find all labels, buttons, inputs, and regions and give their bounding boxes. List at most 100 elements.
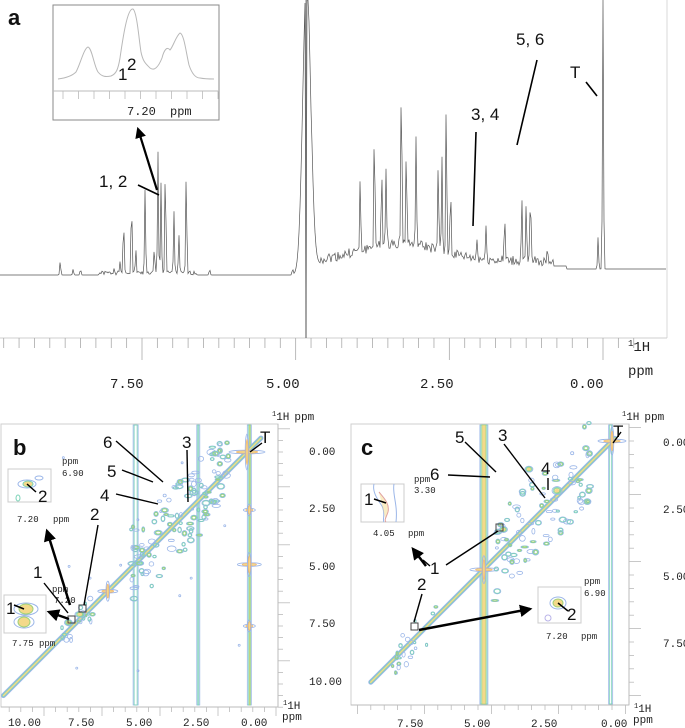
panel-a: a 11H ppm 7.50 5.00 2.50 0.00 1 2 7.20 p…: [0, 0, 668, 393]
panel-c-inset-label-2: 2: [567, 605, 576, 624]
panel-a-tick-750: 7.50: [110, 377, 144, 393]
panel-c-annotation-1: 1: [430, 559, 439, 578]
panel-c-annotation-2: 2: [417, 575, 426, 594]
annotation-T: T: [570, 63, 580, 82]
panel-a-axis-unit-ppm: ppm: [628, 364, 653, 380]
panel-c-xtick-250: 2.50: [531, 719, 557, 728]
panel-b-ytick-000: 0.00: [309, 447, 335, 459]
panel-a-tick-250: 2.50: [420, 377, 454, 393]
inset-label-2: 2: [127, 55, 136, 74]
panel-a-axis-unit-1h: 11H: [628, 339, 650, 356]
panel-b-inset-2: 2 ppm 6.90 7.20 ppm: [7, 457, 84, 525]
panel-c-ytick-250: 2.50: [663, 505, 685, 517]
inset-label-1: 1: [118, 65, 127, 84]
panel-c-ytick-000: 0.00: [663, 438, 685, 450]
panel-b-inset-2-yunit: ppm: [62, 457, 78, 467]
panel-c-ytick-500: 5.00: [663, 572, 685, 584]
inset-tick-720: 7.20: [127, 105, 156, 119]
panel-c: c 11H ppm 11H ppm 7.50 5.00 2.50 0.00 0.0…: [350, 411, 685, 728]
panel-b-xtick-750: 7.50: [68, 718, 94, 728]
panel-b-inset-2-xtick: 7.20: [17, 515, 39, 525]
panel-c-ytick-750: 7.50: [663, 639, 685, 651]
panel-c-inset-2-xtick: 7.20: [546, 632, 568, 642]
panel-b-xtick-1000: 10.00: [8, 718, 41, 728]
panel-b-ytick-500: 5.00: [309, 562, 335, 574]
panel-b-arrow-inset-2: [43, 528, 72, 606]
annotation-1-2-leader: [137, 184, 160, 196]
annotation-3-4-leader: [472, 131, 477, 227]
panel-b-annotation-1: 1: [33, 563, 42, 582]
panel-c-annotation-3: 3: [498, 426, 507, 445]
panel-c-xtick-500: 5.00: [464, 719, 490, 728]
panel-a-label: a: [8, 5, 21, 30]
panel-b-annotation-2: 2: [90, 505, 99, 524]
panel-b-ytick-1000: 10.00: [309, 677, 342, 689]
panel-c-label: c: [361, 435, 373, 460]
panel-b-ytick-750: 7.50: [309, 619, 335, 631]
panel-c-box-1: [495, 523, 504, 532]
panel-c-x-unit-ppm: ppm: [633, 715, 653, 727]
panel-c-xtick-750: 7.50: [397, 719, 423, 728]
panel-c-inset-1-yunit: ppm: [414, 475, 430, 485]
inset-spectrum-trace: [57, 8, 215, 80]
panel-c-arrow-inset-2: [418, 604, 533, 632]
annotation-5-6: 5, 6: [516, 30, 544, 49]
panel-c-inset-2: 2 ppm 6.90 7.20 ppm: [537, 577, 606, 642]
panel-c-arrow-inset-1: [411, 547, 427, 567]
panel-b-inset-1-ytick: 7.20: [54, 596, 76, 606]
panel-c-y-unit: 11H ppm: [622, 411, 665, 424]
panel-b-annotation-3: 3: [182, 433, 191, 452]
panel-b-inset-1-xtick: 7.75: [12, 639, 34, 649]
panel-b-contours: [0, 424, 266, 706]
panel-b-inset-label-1: 1: [6, 599, 15, 618]
panel-b-arrow-inset-1: [46, 609, 70, 622]
panel-c-inset-1-xunit: ppm: [408, 529, 424, 539]
panel-c-x-unit-1h: 11H: [634, 703, 651, 716]
annotation-T-leader: [585, 81, 598, 97]
panel-b: b 11H ppm 11H ppm 10.00 7.50 5.00 2.50 0.…: [0, 411, 342, 728]
panel-c-inset-2-xunit: ppm: [581, 632, 597, 642]
panel-b-ytick-250: 2.50: [309, 504, 335, 516]
panel-a-x-ticks: [3, 338, 635, 360]
panel-b-x-unit-ppm: ppm: [282, 712, 302, 724]
panel-b-axes: [1, 424, 290, 716]
panel-a-tick-500: 5.00: [266, 377, 300, 393]
panel-a-inset: 1 2 7.20 ppm: [52, 4, 220, 121]
panel-c-annotation-4: 4: [541, 459, 550, 478]
panel-b-inset-1-yunit: ppm: [52, 585, 68, 595]
panel-b-box-2: [78, 604, 87, 613]
panel-c-xtick-000: 0.00: [601, 719, 627, 728]
annotation-5-6-leader: [516, 59, 538, 146]
panel-b-inset-1-xunit: ppm: [39, 639, 55, 649]
panel-b-inset-2-xunit: ppm: [53, 515, 69, 525]
panel-c-inset-2-yunit: ppm: [584, 577, 600, 587]
panel-c-inset-2-ytick: 6.90: [584, 589, 606, 599]
panel-b-annotation-T: T: [260, 428, 270, 447]
annotation-1-2: 1, 2: [99, 172, 127, 191]
panel-b-x-unit-1h: 11H: [283, 700, 300, 713]
spectrum-1d-trace: [0, 0, 666, 339]
panel-b-xtick-500: 5.00: [126, 718, 152, 728]
panel-b-annotation-6: 6: [103, 433, 112, 452]
panel-b-label: b: [13, 435, 26, 460]
panel-b-inset-1: 1 ppm 7.20 7.75 ppm: [3, 585, 76, 649]
panel-c-contours: [368, 420, 627, 705]
panel-b-inset-label-2: 2: [38, 487, 47, 506]
panel-c-inset-label-1: 1: [364, 490, 373, 509]
inset-arrow: [135, 126, 159, 191]
panel-b-inset-2-ytick: 6.90: [62, 469, 84, 479]
panel-c-box-2: [410, 622, 419, 631]
panel-a-tick-000: 0.00: [570, 377, 604, 393]
panel-c-annotation-T: T: [613, 422, 623, 441]
panel-c-inset-1-ytick: 3.30: [414, 486, 436, 496]
panel-b-annotation-5: 5: [107, 462, 116, 481]
panel-b-xtick-250: 2.50: [183, 718, 209, 728]
panel-c-axes: [351, 424, 641, 714]
inset-unit-ppm: ppm: [170, 105, 192, 119]
panel-c-annotation-6: 6: [430, 465, 439, 484]
panel-b-annotation-4: 4: [100, 486, 109, 505]
panel-b-xtick-000: 0.00: [241, 718, 267, 728]
panel-c-inset-1: 1 ppm 3.30 4.05 ppm: [360, 475, 436, 539]
panel-c-inset-1-xtick: 4.05: [373, 529, 395, 539]
